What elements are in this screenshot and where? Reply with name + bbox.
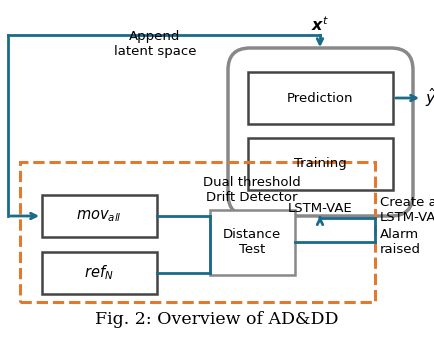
Text: Alarm
raised: Alarm raised	[380, 228, 421, 256]
Text: $\mathit{mov}_{all}$: $\mathit{mov}_{all}$	[76, 208, 122, 224]
Text: Prediction: Prediction	[287, 91, 353, 104]
Text: Append
latent space: Append latent space	[114, 30, 196, 58]
Bar	[20, 162, 375, 302]
Text: Create a new
LSTM-VAE: Create a new LSTM-VAE	[380, 196, 434, 224]
FancyBboxPatch shape	[42, 195, 157, 237]
Text: $\mathit{ref}_N$: $\mathit{ref}_N$	[84, 264, 114, 282]
FancyBboxPatch shape	[210, 210, 295, 275]
FancyBboxPatch shape	[42, 252, 157, 294]
Text: Training: Training	[294, 157, 346, 170]
FancyBboxPatch shape	[248, 72, 393, 124]
FancyBboxPatch shape	[228, 48, 413, 216]
Text: Distance
Test: Distance Test	[223, 228, 281, 256]
Text: Fig. 2: Overview of AD&DD: Fig. 2: Overview of AD&DD	[95, 311, 339, 328]
Text: $\hat{y}^t$: $\hat{y}^t$	[425, 87, 434, 109]
Text: LSTM-VAE: LSTM-VAE	[288, 202, 352, 215]
FancyBboxPatch shape	[248, 138, 393, 190]
Text: Dual threshold
Drift Detector: Dual threshold Drift Detector	[203, 176, 301, 204]
Text: $\boldsymbol{x}^t$: $\boldsymbol{x}^t$	[311, 15, 329, 34]
